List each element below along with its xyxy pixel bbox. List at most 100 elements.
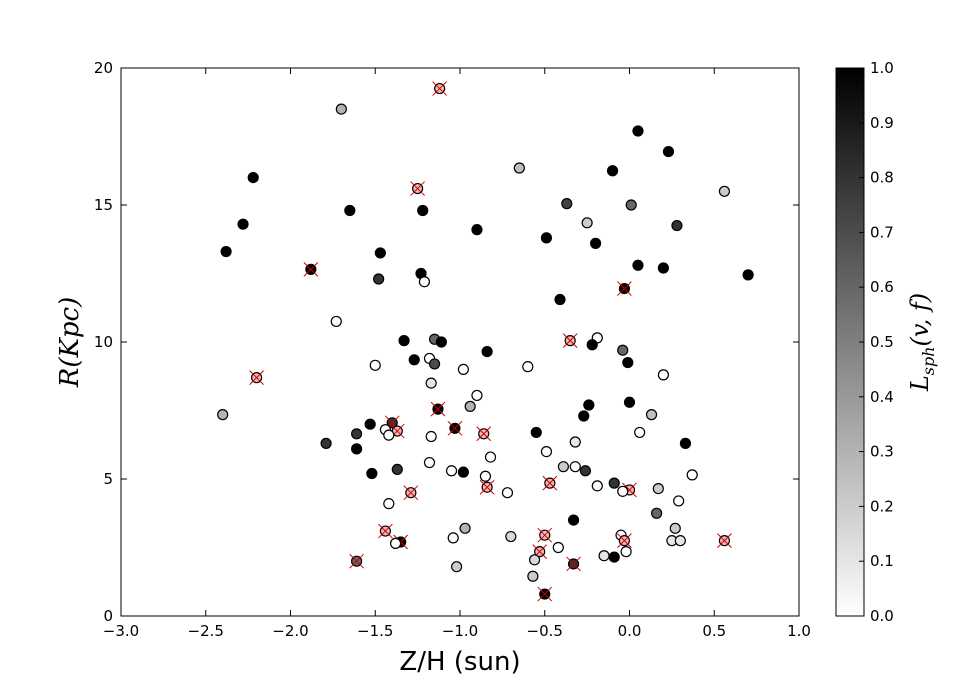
cross-mark (717, 533, 732, 549)
data-point (383, 429, 395, 441)
data-point (617, 485, 629, 497)
y-axis-ticks: 0 5 10 15 20 (94, 59, 799, 625)
data-point (591, 480, 603, 492)
cross-mark (403, 485, 419, 501)
colorbar-tick-label: 1.0 (870, 59, 894, 77)
cross-mark (430, 401, 446, 417)
data-point (645, 409, 658, 421)
data-point (501, 487, 514, 499)
data-point (617, 344, 629, 356)
data-point (579, 465, 592, 477)
data-point (567, 514, 580, 526)
data-point (623, 396, 636, 408)
data-point (742, 269, 754, 281)
colorbar-tick-label: 0.6 (870, 278, 894, 296)
data-point (540, 446, 553, 458)
data-point (652, 482, 664, 495)
data-point (320, 437, 332, 449)
data-point (447, 532, 459, 544)
y-tick-label: 15 (94, 196, 113, 214)
data-points (217, 81, 754, 602)
data-point (335, 103, 347, 115)
data-point (464, 400, 476, 412)
data-point (522, 361, 534, 373)
colorbar-tick-label: 0.5 (870, 333, 894, 351)
colorbar-tick-label: 0.9 (870, 114, 894, 132)
data-point (351, 443, 363, 455)
data-point (686, 469, 698, 481)
cross-mark (249, 370, 264, 385)
colorbar-ticks: 0.0 0.1 0.2 0.3 0.4 0.5 0.6 0.7 0.8 0.9 1.0 (859, 59, 894, 625)
x-tick-label: −0.5 (527, 622, 563, 640)
data-point (718, 185, 731, 197)
data-point (471, 224, 483, 236)
y-tick-label: 10 (94, 333, 113, 351)
data-point (373, 273, 385, 285)
data-point (671, 219, 683, 232)
data-point (237, 218, 249, 230)
data-point (620, 546, 632, 558)
x-tick-label: −1.0 (442, 622, 478, 640)
y-tick-label: 20 (94, 59, 113, 77)
data-point (457, 466, 469, 478)
x-tick-label: −1.5 (357, 622, 393, 640)
data-point (598, 550, 610, 562)
data-point (479, 470, 492, 482)
data-point (471, 389, 483, 402)
data-point (673, 495, 685, 507)
colorbar-tick-label: 0.4 (870, 388, 894, 406)
x-tick-label: 1.0 (787, 622, 811, 640)
data-point (217, 409, 229, 421)
data-point (425, 377, 437, 389)
data-point (674, 535, 686, 547)
data-point (417, 204, 429, 217)
data-point (608, 551, 620, 563)
data-point (369, 359, 381, 371)
data-point (651, 507, 663, 519)
cross-mark (537, 586, 553, 602)
cross-mark (479, 479, 495, 495)
x-tick-label: −2.0 (272, 622, 308, 640)
data-point (632, 125, 644, 137)
data-point (561, 198, 573, 210)
data-point (530, 426, 542, 439)
data-point (552, 541, 564, 554)
x-tick-label: −3.0 (103, 622, 139, 640)
data-point (435, 336, 447, 348)
cross-mark (566, 556, 581, 572)
data-point (632, 259, 644, 271)
data-point (540, 232, 553, 244)
cross-mark (542, 475, 558, 491)
cross-mark (303, 262, 319, 277)
data-point (589, 237, 602, 249)
data-point (374, 247, 386, 259)
data-point (622, 356, 634, 369)
data-point (679, 437, 692, 449)
y-tick-label: 5 (103, 470, 113, 488)
x-axis-ticks: −3.0 −2.5 −2.0 −1.5 −1.0 −0.5 0.0 0.5 1.0 (103, 68, 811, 640)
plot-frame (120, 67, 800, 617)
data-point (625, 199, 637, 211)
data-point (569, 461, 581, 473)
data-point (569, 436, 581, 448)
x-tick-label: −2.5 (188, 622, 224, 640)
data-point (528, 554, 541, 566)
x-tick-label: 0.5 (702, 622, 726, 640)
data-point (418, 276, 431, 288)
cross-mark (432, 81, 448, 96)
y-axis-label: R(Kpc) (55, 297, 85, 389)
data-point (606, 165, 619, 177)
data-point (505, 530, 517, 543)
cross-mark (447, 420, 463, 436)
data-point (513, 162, 525, 174)
data-point (457, 363, 469, 375)
cross-mark (617, 281, 632, 296)
data-point (247, 172, 259, 184)
colorbar-tick-label: 0.3 (870, 443, 894, 461)
data-point (583, 399, 595, 411)
data-point (554, 293, 566, 306)
colorbar-tick-label: 0.8 (870, 169, 894, 187)
data-point (423, 456, 436, 469)
data-point (391, 463, 403, 476)
data-point (484, 451, 497, 463)
